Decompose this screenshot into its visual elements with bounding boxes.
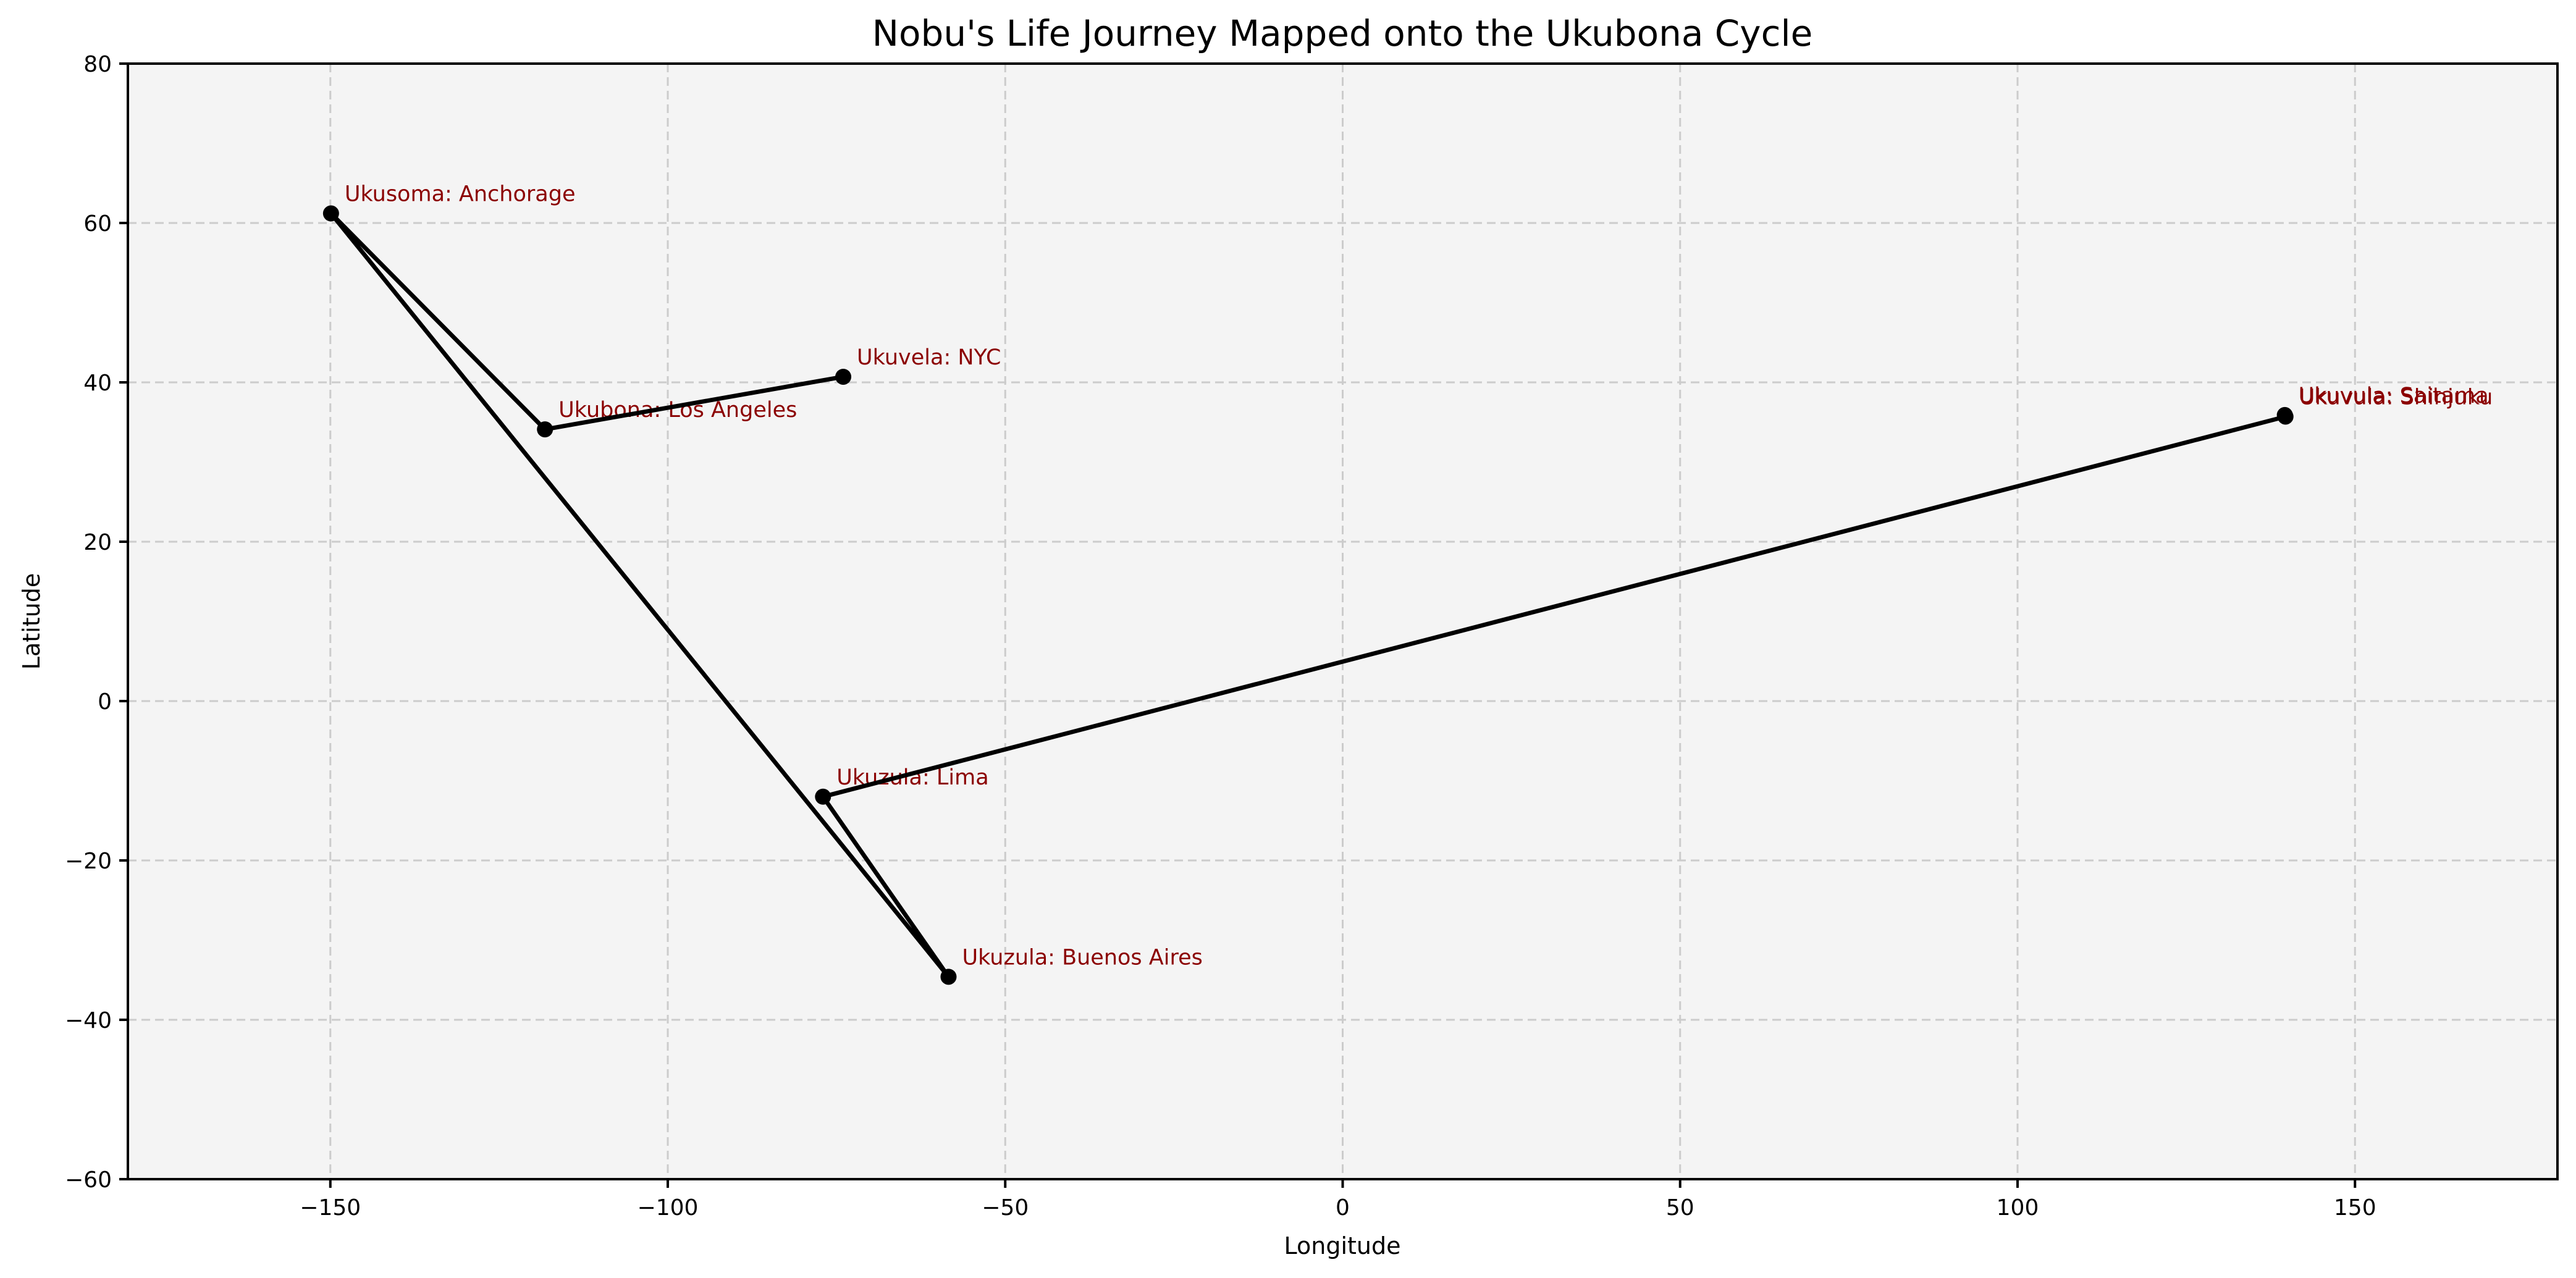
x-tick-label: 50 (1666, 1195, 1694, 1221)
y-tick-label: −40 (65, 1008, 112, 1033)
x-axis-label: Longitude (1284, 1232, 1401, 1259)
y-tick-label: 80 (83, 52, 112, 77)
location-marker (2276, 406, 2293, 423)
location-marker (537, 421, 554, 438)
location-label: Ukuvula: Saitama (2299, 384, 2489, 408)
x-tick-label: −150 (300, 1195, 361, 1221)
x-axis-ticks: −150 −100 −50 0 50 100 150 (300, 1179, 2376, 1221)
location-marker (835, 368, 852, 385)
y-axis-label: Latitude (18, 573, 45, 670)
x-tick-label: −100 (638, 1195, 699, 1221)
y-axis-ticks: −60 −40 −20 0 20 40 60 80 (65, 52, 128, 1193)
y-tick-label: −20 (65, 849, 112, 874)
y-tick-label: 60 (83, 211, 112, 237)
x-tick-label: 0 (1336, 1195, 1350, 1221)
location-marker (815, 788, 831, 805)
location-markers (322, 205, 2294, 985)
location-label: Ukusoma: Anchorage (345, 182, 576, 207)
x-tick-label: 150 (2334, 1195, 2376, 1221)
location-label: Ukuzula: Buenos Aires (962, 945, 1202, 970)
y-tick-label: 20 (83, 530, 112, 555)
x-tick-label: 100 (1997, 1195, 2039, 1221)
chart-title: Nobu's Life Journey Mapped onto the Ukub… (872, 12, 1813, 54)
location-marker (322, 205, 339, 222)
location-marker (940, 969, 957, 985)
y-tick-label: −60 (65, 1167, 112, 1193)
x-tick-label: −50 (982, 1195, 1029, 1221)
y-tick-label: 40 (83, 371, 112, 396)
location-label: Ukuvela: NYC (857, 345, 1001, 370)
y-tick-label: 0 (98, 689, 112, 715)
location-label: Ukuvula: Shinjuku (2299, 385, 2493, 410)
